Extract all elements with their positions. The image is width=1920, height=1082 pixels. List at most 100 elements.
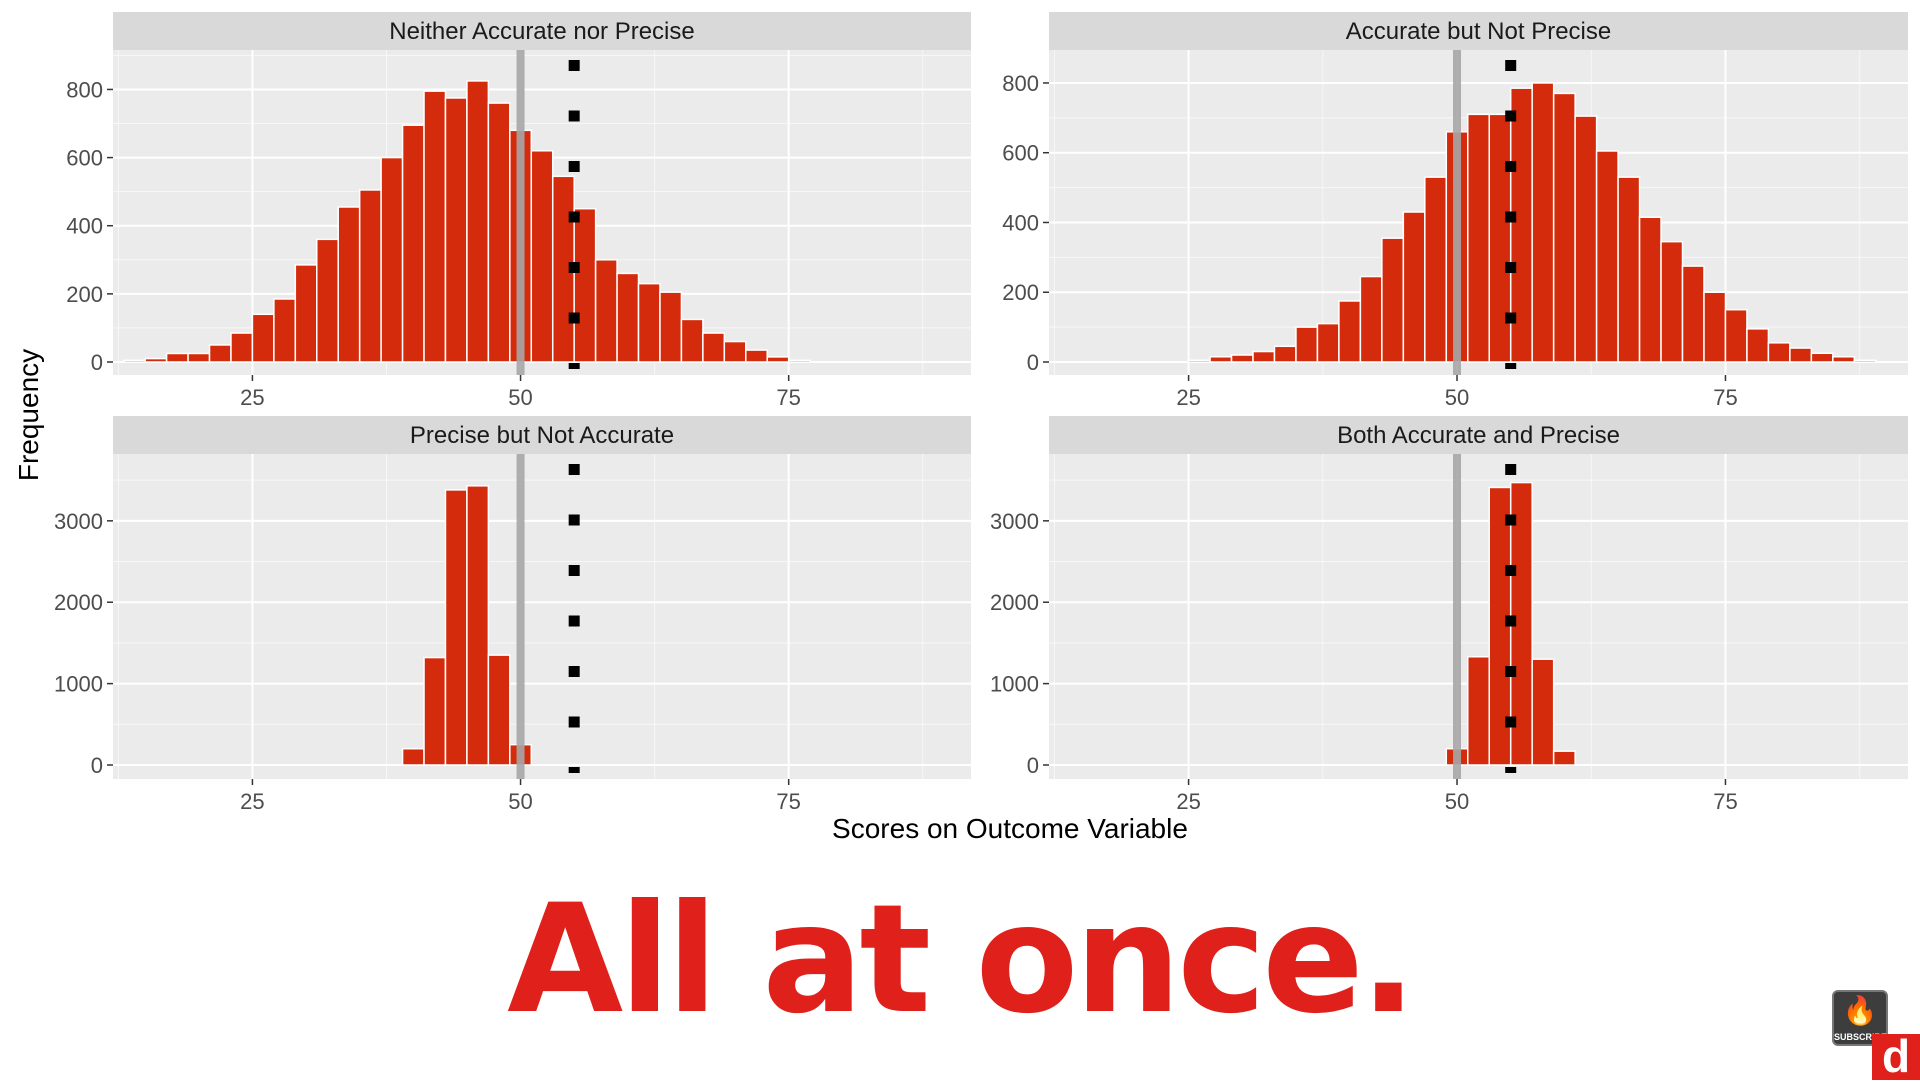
- y-axis-title: Frequency: [13, 349, 44, 481]
- y-tick-label: 800: [1002, 71, 1039, 96]
- histogram-bar: [122, 359, 146, 363]
- histogram-bar: [423, 90, 447, 363]
- y-tick-label: 3000: [54, 509, 103, 534]
- histogram-bar: [1230, 354, 1254, 363]
- histogram-bar: [466, 80, 490, 363]
- y-tick-label: 1000: [54, 672, 103, 697]
- y-tick-label: 0: [1027, 350, 1039, 375]
- histogram-bar: [1359, 275, 1383, 363]
- histogram-bar: [1488, 113, 1512, 363]
- histogram-bar: [745, 349, 768, 363]
- histogram-bar: [573, 207, 597, 363]
- x-tick-label: 25: [240, 385, 264, 410]
- y-tick-label: 3000: [990, 509, 1039, 534]
- histogram-bar: [1316, 322, 1340, 363]
- histogram-bar: [1595, 150, 1619, 363]
- y-tick-label: 400: [66, 214, 103, 239]
- histogram-bar: [251, 313, 275, 363]
- histogram-bar: [1832, 356, 1856, 363]
- histogram-bar: [1638, 216, 1662, 363]
- histogram-bar: [1617, 176, 1641, 363]
- y-tick-label: 200: [66, 282, 103, 307]
- y-tick-label: 200: [1002, 280, 1039, 305]
- histogram-bar: [401, 124, 425, 363]
- histogram-bar: [1531, 82, 1555, 363]
- histogram-bar: [1724, 308, 1748, 363]
- histogram-bar: [401, 747, 425, 766]
- histogram-bar: [1467, 113, 1490, 363]
- facet-strip: [113, 12, 971, 50]
- histogram-bar: [1402, 211, 1426, 363]
- x-tick-label: 50: [508, 789, 532, 814]
- histogram-bar: [1552, 750, 1576, 766]
- facet-strip: [1049, 12, 1908, 50]
- histogram-bar: [530, 150, 554, 363]
- y-tick-label: 400: [1002, 210, 1039, 235]
- y-tick-label: 0: [91, 350, 103, 375]
- histogram-bar: [423, 656, 447, 766]
- histogram-bar: [1338, 300, 1362, 363]
- histogram-bar: [637, 282, 661, 363]
- x-tick-label: 75: [776, 385, 800, 410]
- histogram-bar: [1467, 656, 1490, 766]
- histogram-bar: [1252, 350, 1276, 363]
- histogram-bar: [594, 259, 618, 363]
- histogram-bar: [723, 340, 747, 363]
- facet-panel-3: Precise but Not Accurate 0 1000 2000 3000 25 5…: [54, 416, 971, 814]
- histogram-bar: [766, 356, 790, 363]
- histogram-bar: [1574, 115, 1598, 363]
- histogram-bar: [1295, 326, 1319, 363]
- histogram-bar: [358, 189, 382, 363]
- y-tick-label: 0: [91, 753, 103, 778]
- histogram-bar: [1703, 291, 1727, 363]
- y-tick-label: 800: [66, 77, 103, 102]
- y-tick-label: 0: [1027, 753, 1039, 778]
- histogram-bar: [659, 291, 683, 363]
- x-tick-label: 25: [1176, 385, 1200, 410]
- histogram-bar: [444, 489, 468, 766]
- facet-panel-4: Both Accurate and Precise 0 1000 2000 3000 25…: [990, 416, 1908, 814]
- histogram-bar: [1660, 240, 1684, 363]
- x-tick-label: 75: [776, 789, 800, 814]
- plot-background: [113, 454, 971, 779]
- brand-logo: d: [1872, 1033, 1920, 1080]
- histogram-bar: [187, 352, 211, 363]
- histogram-bar: [380, 156, 404, 363]
- histogram-bar: [1853, 359, 1877, 363]
- facet-title: Both Accurate and Precise: [1337, 422, 1620, 449]
- facet-title: Accurate but Not Precise: [1346, 18, 1611, 45]
- facet-strip: [113, 416, 971, 454]
- histogram-bar: [466, 485, 490, 766]
- headline-text: All at once.: [507, 873, 1417, 1047]
- x-tick-label: 50: [508, 385, 532, 410]
- facet-panel-1: Neither Accurate nor Precise 0 200 400 600 80…: [66, 12, 971, 410]
- histogram-bar: [1273, 345, 1297, 363]
- y-tick-label: 600: [66, 146, 103, 171]
- histogram-bar: [487, 654, 511, 766]
- histogram-bar: [680, 318, 704, 363]
- x-tick-label: 25: [240, 789, 264, 814]
- facet-title: Neither Accurate nor Precise: [389, 18, 694, 45]
- y-tick-label: 2000: [990, 590, 1039, 615]
- histogram-bar: [1552, 92, 1576, 363]
- histogram-bar: [230, 332, 254, 363]
- histogram-bar: [1746, 328, 1770, 363]
- x-tick-label: 25: [1176, 789, 1200, 814]
- x-axis-title: Scores on Outcome Variable: [832, 813, 1188, 844]
- histogram-bar: [1789, 347, 1813, 363]
- histogram-bar: [487, 102, 511, 363]
- histogram-bar: [337, 206, 361, 363]
- histogram-bar: [616, 272, 640, 363]
- histogram-bar: [1381, 237, 1405, 363]
- histogram-bar: [1187, 359, 1211, 363]
- histogram-bar: [1531, 658, 1555, 766]
- subscribe-label: SUBSCRIBE: [1834, 1032, 1888, 1042]
- x-tick-label: 75: [1713, 789, 1737, 814]
- histogram-bar: [208, 344, 232, 363]
- facet-panel-2: Accurate but Not Precise 0 200 400 600 800 25 5…: [1002, 12, 1908, 410]
- y-tick-label: 2000: [54, 590, 103, 615]
- histogram-bar: [1209, 356, 1233, 363]
- y-tick-label: 600: [1002, 141, 1039, 166]
- histogram-bar: [144, 357, 168, 363]
- x-tick-label: 50: [1445, 789, 1469, 814]
